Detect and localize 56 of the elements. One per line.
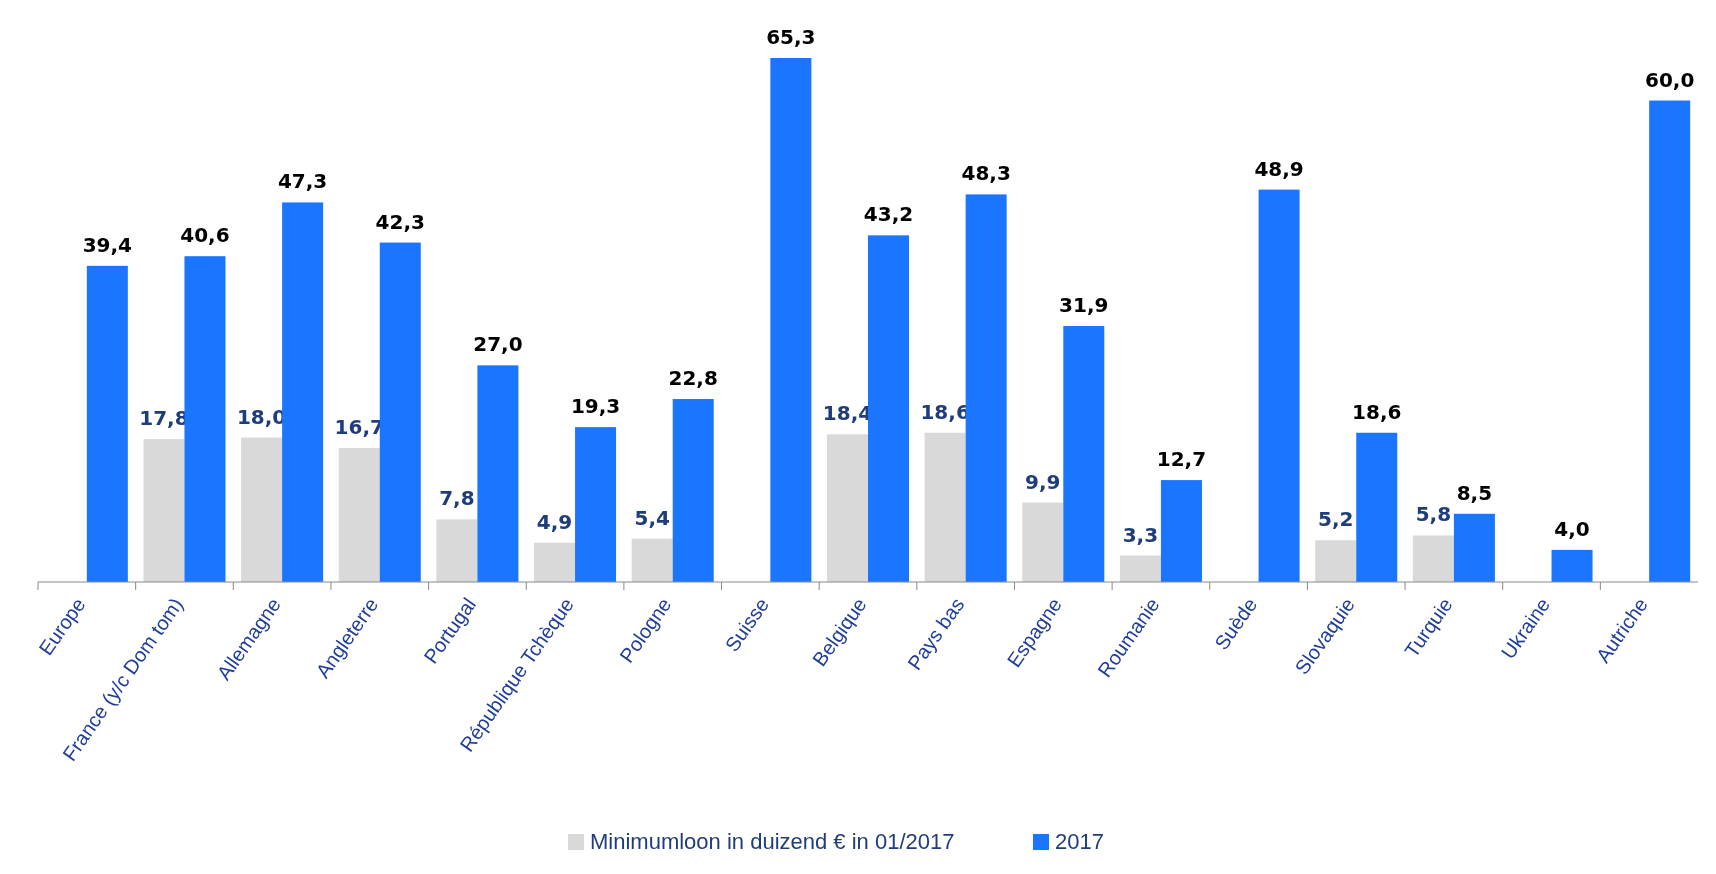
- data-label: 5,2: [1318, 507, 1354, 532]
- data-label: 27,0: [473, 332, 523, 357]
- data-label: 3,3: [1122, 522, 1159, 547]
- data-label: 40,6: [180, 223, 230, 248]
- data-label: 4,9: [536, 509, 573, 534]
- bar: [1412, 535, 1454, 582]
- bar: [338, 447, 380, 582]
- legend-label: 2017: [1055, 829, 1104, 854]
- data-label: 5,8: [1415, 502, 1452, 527]
- data-label: 9,9: [1025, 469, 1061, 494]
- data-label: 39,4: [82, 232, 133, 257]
- bar: [477, 365, 519, 582]
- bar: [868, 235, 910, 582]
- data-label: 16,7: [334, 414, 384, 439]
- bar: [143, 439, 185, 582]
- legend-label: Minimumloon in duizend € in 01/2017: [590, 829, 955, 854]
- bar: [1356, 432, 1398, 582]
- bar: [1649, 100, 1691, 582]
- bar: [241, 437, 283, 582]
- data-label: 42,3: [375, 209, 425, 234]
- bar: [575, 427, 617, 582]
- bar: [1315, 540, 1357, 582]
- bar: [534, 542, 576, 582]
- data-label: 43,2: [863, 202, 914, 227]
- bar: [379, 242, 421, 582]
- bar: [924, 432, 966, 582]
- data-label: 60,0: [1645, 67, 1695, 92]
- data-label: 18,6: [1352, 399, 1402, 424]
- data-label: 12,7: [1156, 447, 1207, 472]
- data-label: 22,8: [668, 366, 718, 391]
- bar: [1160, 480, 1202, 582]
- bar: [631, 538, 673, 582]
- bar: [282, 202, 324, 582]
- bar: [1119, 555, 1161, 582]
- bar: [184, 256, 226, 582]
- data-label: 47,3: [277, 169, 328, 194]
- bar: [86, 265, 128, 582]
- bar: [965, 194, 1007, 582]
- bar: [1258, 189, 1300, 582]
- data-label: 5,4: [634, 505, 670, 530]
- bar: [1453, 513, 1495, 582]
- data-label: 31,9: [1059, 293, 1109, 318]
- bar: [770, 58, 812, 582]
- bar: [1022, 502, 1064, 582]
- bar: [826, 434, 868, 582]
- data-label: 4,0: [1554, 516, 1590, 541]
- data-label: 48,9: [1254, 156, 1304, 181]
- data-label: 48,3: [961, 161, 1011, 186]
- data-label: 8,5: [1456, 480, 1493, 505]
- data-label: 7,8: [439, 486, 475, 511]
- bar: [1063, 326, 1105, 582]
- bar: [1551, 549, 1593, 582]
- data-label: 65,3: [766, 25, 816, 49]
- bar: [672, 399, 714, 582]
- bar: [436, 519, 478, 582]
- data-label: 19,3: [570, 394, 621, 419]
